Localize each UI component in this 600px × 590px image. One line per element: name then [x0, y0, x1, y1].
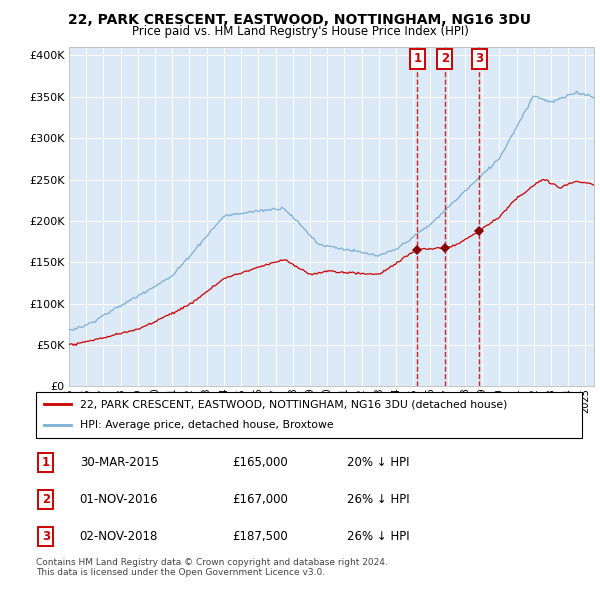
Text: 1: 1	[42, 456, 50, 469]
Text: 02-NOV-2018: 02-NOV-2018	[80, 530, 158, 543]
Text: 3: 3	[475, 53, 483, 65]
Text: 3: 3	[42, 530, 50, 543]
Text: 30-MAR-2015: 30-MAR-2015	[80, 456, 158, 469]
Text: 1: 1	[413, 53, 421, 65]
Text: 2: 2	[440, 53, 449, 65]
Text: 26% ↓ HPI: 26% ↓ HPI	[347, 493, 410, 506]
Text: £187,500: £187,500	[233, 530, 289, 543]
Text: 22, PARK CRESCENT, EASTWOOD, NOTTINGHAM, NG16 3DU (detached house): 22, PARK CRESCENT, EASTWOOD, NOTTINGHAM,…	[80, 399, 507, 409]
Text: Contains HM Land Registry data © Crown copyright and database right 2024.
This d: Contains HM Land Registry data © Crown c…	[36, 558, 388, 577]
Text: 22, PARK CRESCENT, EASTWOOD, NOTTINGHAM, NG16 3DU: 22, PARK CRESCENT, EASTWOOD, NOTTINGHAM,…	[68, 13, 532, 27]
Text: £165,000: £165,000	[233, 456, 289, 469]
Text: 26% ↓ HPI: 26% ↓ HPI	[347, 530, 410, 543]
Text: 20% ↓ HPI: 20% ↓ HPI	[347, 456, 410, 469]
Text: 2: 2	[42, 493, 50, 506]
Text: 01-NOV-2016: 01-NOV-2016	[80, 493, 158, 506]
Text: Price paid vs. HM Land Registry's House Price Index (HPI): Price paid vs. HM Land Registry's House …	[131, 25, 469, 38]
Text: HPI: Average price, detached house, Broxtowe: HPI: Average price, detached house, Brox…	[80, 420, 334, 430]
Text: £167,000: £167,000	[233, 493, 289, 506]
